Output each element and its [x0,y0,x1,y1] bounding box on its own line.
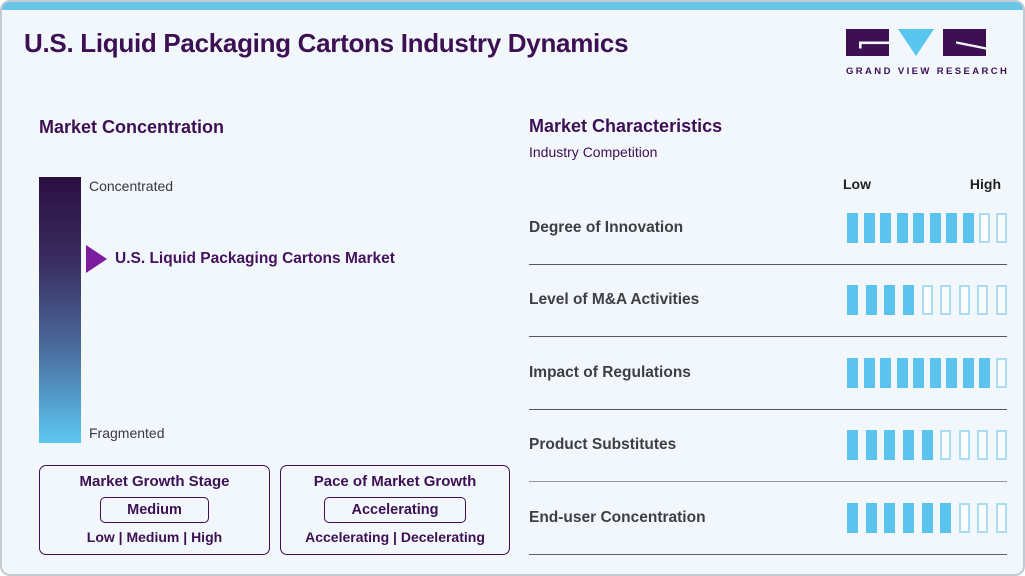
rating-bar-filled [921,430,933,461]
rating-bar-filled [884,430,896,461]
row-label: Product Substitutes [529,436,677,454]
concentration-gradient-bar [39,177,81,443]
top-accent-bar [2,2,1023,10]
rating-bar-empty [958,285,970,316]
rating-bar-filled [847,357,858,388]
rating-bar-filled [884,502,896,533]
row-label: End-user Concentration [529,508,706,526]
market-concentration-heading: Market Concentration [39,117,225,137]
row-label: Degree of Innovation [529,218,684,236]
characteristic-row: End-user Concentration [529,482,1007,555]
rating-bar-filled [946,212,958,243]
rating-bar-filled [847,430,858,461]
growth-box-title: Market Growth Stage [79,473,230,490]
rating-bar-empty [996,430,1007,461]
rating-bar-empty [958,430,970,461]
characteristics-rows: Degree of Innovation Level of M&A Activi… [529,192,1007,555]
gvr-logo-icon [846,29,986,56]
characteristic-row: Product Substitutes [529,410,1007,482]
concentrated-label: Concentrated [89,178,174,194]
rating-bar-filled [929,357,941,388]
rating-bar-empty [940,285,952,316]
rating-bars [847,285,1007,316]
market-growth-stage-box: Market Growth Stage Medium Low | Medium … [39,465,270,555]
rating-bar-filled [902,502,914,533]
rating-bar-empty [977,502,989,533]
rating-bars [847,502,1007,533]
rating-bar-empty [921,285,933,316]
rating-bar-filled [865,285,877,316]
rating-bar-filled [865,502,877,533]
fragmented-label: Fragmented [89,425,165,441]
rating-bar-empty [977,285,989,316]
rating-bar-filled [847,212,858,243]
rating-bars [847,357,1007,388]
rating-scale-labels: Low High [529,176,1007,192]
rating-bar-filled [902,430,914,461]
rating-bar-filled [865,430,877,461]
rating-bar-filled [847,285,858,316]
rating-bar-filled [946,357,958,388]
growth-box-options: Accelerating | Decelerating [305,529,485,545]
market-position-marker: U.S. Liquid Packaging Cartons Market [86,245,395,273]
page-title: U.S. Liquid Packaging Cartons Industry D… [24,28,629,58]
market-position-label: U.S. Liquid Packaging Cartons Market [115,250,395,267]
characteristic-row: Level of M&A Activities [529,265,1007,337]
gvr-logo-wordmark: GRAND VIEW RESEARCH [846,66,1010,77]
rating-bar-filled [863,357,875,388]
growth-box-options: Low | Medium | High [86,529,223,545]
growth-box-value: Medium [100,496,209,523]
rating-bar-filled [940,502,952,533]
row-label: Level of M&A Activities [529,291,700,309]
rating-bar-filled [896,357,908,388]
rating-bar-filled [979,357,991,388]
rating-bar-empty [995,357,1007,388]
row-label: Impact of Regulations [529,363,691,381]
rating-bar-filled [929,212,941,243]
rating-bar-empty [940,430,952,461]
characteristic-row: Degree of Innovation [529,192,1007,265]
rating-bar-filled [863,212,875,243]
industry-competition-subheading: Industry Competition [529,144,658,160]
scale-high-label: High [969,176,1001,192]
rating-bar-filled [880,212,892,243]
rating-bar-empty [996,285,1007,316]
rating-bar-filled [962,357,974,388]
rating-bar-filled [913,357,925,388]
pace-of-growth-box: Pace of Market Growth Accelerating Accel… [280,465,510,555]
characteristic-row: Impact of Regulations [529,337,1007,410]
rating-bar-filled [921,502,933,533]
rating-bars [847,212,1007,243]
rating-bar-filled [880,357,892,388]
rating-bar-filled [896,212,908,243]
rating-bars [847,430,1007,461]
rating-bar-filled [962,212,974,243]
rating-bar-empty [979,212,991,243]
growth-box-value: Accelerating [324,496,466,523]
rating-bar-empty [996,502,1007,533]
rating-bar-filled [884,285,896,316]
rating-bar-filled [847,502,858,533]
arrow-right-icon [86,245,107,273]
rating-bar-empty [958,502,970,533]
rating-bar-filled [902,285,914,316]
grand-view-research-logo: GRAND VIEW RESEARCH [846,29,1010,77]
rating-bar-filled [913,212,925,243]
rating-bar-empty [995,212,1007,243]
growth-box-title: Pace of Market Growth [313,473,477,490]
scale-low-label: Low [843,176,871,192]
market-characteristics-heading: Market Characteristics [529,116,723,136]
rating-bar-empty [977,430,989,461]
